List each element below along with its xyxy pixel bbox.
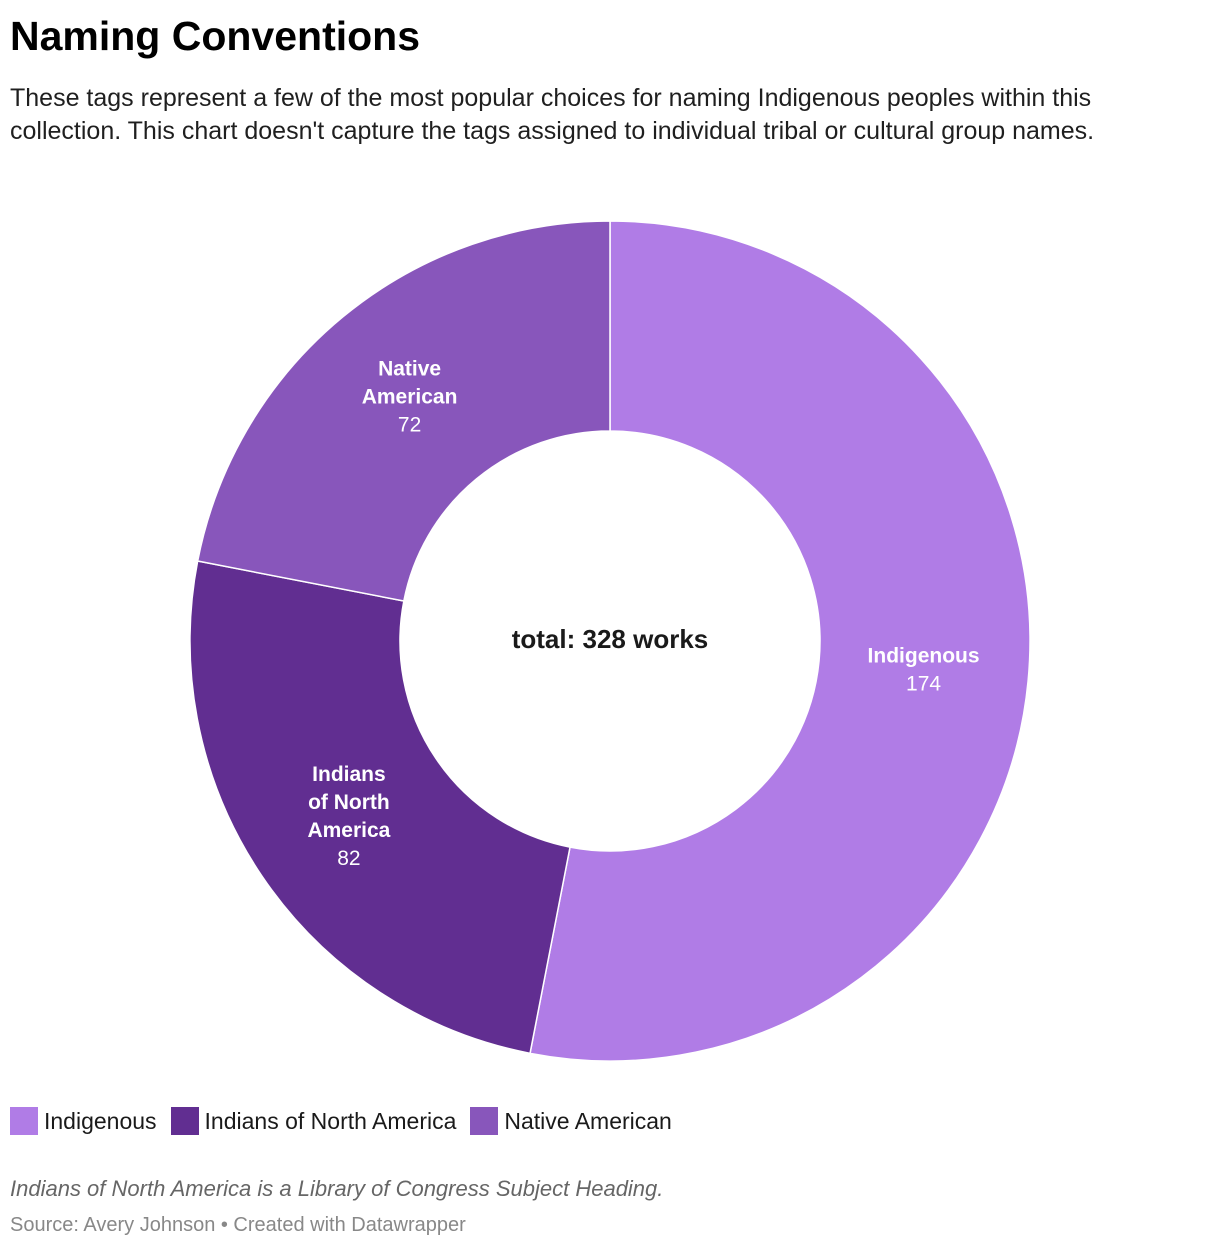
slice-label-name-indians-of-north-america-1: of North [308,791,390,814]
legend-label-indians-of-north-america: Indians of North America [204,1107,457,1134]
chart-note: Indians of North America is a Library of… [10,1176,664,1201]
slice-label-name-indians-of-north-america-2: America [307,819,390,842]
donut-chart-svg: Indigenous 174 Indians of North America 82 Nat… [189,220,1031,1062]
chart-legend: Indigenous Indians of North America Nati… [10,1104,686,1138]
legend-swatch-indians-of-north-america [170,1107,199,1135]
donut-slices [189,220,1031,1062]
donut-slice-labels: Indigenous 174 Indians of North America 82 Nat… [307,358,979,870]
donut-slice-native-american [196,220,611,602]
slice-label-value-indians-of-north-america: 82 [337,847,360,870]
legend-swatch-native-american [470,1107,499,1135]
donut-slice-indians-of-north-america [189,560,571,1055]
slice-label-name-indians-of-north-america-0: Indians [312,763,386,786]
legend-item-indians-of-north-america: Indians of North America [170,1107,457,1135]
chart-subtitle: These tags represent a few of the most p… [10,84,1095,145]
chart-source: Source: Avery Johnson • Created with Dat… [10,1214,466,1236]
donut-slice-indigenous [529,220,1031,1062]
donut-chart: Indigenous 174 Indians of North America 82 Nat… [0,200,1220,1080]
slice-label-indians-of-north-america: Indians of North America 82 [307,763,390,870]
slice-label-name-native-american-0: Native [378,358,441,381]
slice-label-name-indigenous-0: Indigenous [868,645,980,668]
legend-label-indigenous: Indigenous [44,1107,157,1134]
legend-item-indigenous: Indigenous [10,1107,157,1135]
donut-center-label: total: 328 works [512,624,709,654]
legend-label-native-american: Native American [504,1107,672,1134]
slice-label-native-american: Native American 72 [362,358,458,437]
slice-label-value-native-american: 72 [398,414,421,437]
chart-title: Naming Conventions [10,13,421,59]
legend-swatch-indigenous [10,1107,38,1135]
legend-item-native-american: Native American [470,1107,672,1135]
slice-label-value-indigenous: 174 [906,673,941,696]
slice-label-name-native-american-1: American [362,386,458,409]
slice-label-indigenous: Indigenous 174 [868,645,980,696]
